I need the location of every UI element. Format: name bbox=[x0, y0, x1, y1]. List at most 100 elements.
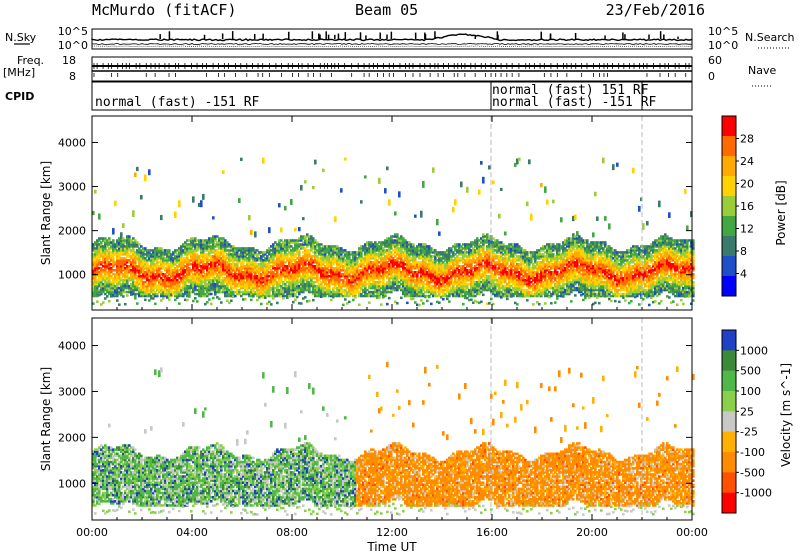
power-echo bbox=[94, 293, 97, 297]
power-echo bbox=[336, 261, 339, 264]
power-echo bbox=[172, 261, 175, 264]
power-echo bbox=[278, 255, 281, 258]
power-echo bbox=[120, 293, 123, 297]
power-echo bbox=[288, 265, 291, 268]
power-echo bbox=[116, 274, 119, 278]
power-echo bbox=[254, 267, 257, 270]
power-echo bbox=[268, 267, 271, 270]
power-echo bbox=[348, 259, 351, 262]
power-echo bbox=[174, 268, 177, 272]
power-echo bbox=[210, 251, 213, 254]
power-echo bbox=[386, 166, 389, 171]
power-echo bbox=[132, 265, 135, 268]
power-echo bbox=[274, 294, 277, 298]
power-echo bbox=[212, 247, 215, 250]
power-echo bbox=[192, 237, 195, 240]
power-echo bbox=[320, 290, 323, 294]
power-echo bbox=[324, 255, 327, 258]
power-echo bbox=[214, 235, 217, 238]
power-echo bbox=[260, 255, 263, 258]
power-echo bbox=[234, 284, 237, 288]
power-echo bbox=[194, 245, 197, 248]
power-echo bbox=[248, 294, 251, 298]
power-echo bbox=[204, 274, 207, 278]
power-echo bbox=[198, 265, 201, 268]
power-echo bbox=[270, 288, 273, 292]
power-echo bbox=[136, 282, 139, 286]
power-echo bbox=[342, 288, 345, 292]
power-echo bbox=[304, 288, 307, 292]
power-echo bbox=[144, 270, 147, 274]
power-echo bbox=[316, 284, 319, 288]
power-echo bbox=[108, 284, 111, 288]
power-echo bbox=[166, 253, 169, 256]
power-echo bbox=[262, 268, 265, 272]
power-echo bbox=[208, 237, 211, 240]
power-echo bbox=[252, 278, 255, 282]
power-echo bbox=[198, 268, 201, 272]
power-echo bbox=[206, 282, 209, 286]
power-echo bbox=[164, 276, 167, 280]
power-echo bbox=[300, 261, 303, 264]
power-echo bbox=[120, 276, 123, 280]
power-echo bbox=[272, 272, 275, 276]
power-echo bbox=[152, 261, 155, 264]
power-echo bbox=[252, 276, 255, 280]
power-echo bbox=[170, 274, 173, 278]
power-echo bbox=[94, 268, 97, 272]
power-echo bbox=[280, 249, 283, 252]
power-echo bbox=[178, 292, 181, 296]
power-echo bbox=[352, 267, 355, 270]
power-echo bbox=[104, 239, 107, 242]
power-echo bbox=[272, 290, 275, 294]
power-echo bbox=[130, 249, 133, 252]
power-echo bbox=[126, 245, 129, 248]
power-echo bbox=[274, 290, 277, 294]
power-echo bbox=[278, 292, 281, 296]
power-echo bbox=[174, 278, 177, 282]
power-echo bbox=[314, 280, 317, 284]
power-echo bbox=[350, 265, 353, 268]
power-echo bbox=[234, 263, 237, 266]
power-echo bbox=[212, 276, 215, 280]
power-echo bbox=[302, 274, 305, 278]
power-echo bbox=[228, 276, 231, 280]
power-echo bbox=[308, 249, 311, 252]
power-echo bbox=[338, 257, 341, 260]
power-echo bbox=[166, 255, 169, 258]
power-echo bbox=[314, 294, 317, 298]
power-echo bbox=[154, 276, 157, 280]
power-echo bbox=[190, 286, 193, 290]
power-echo bbox=[206, 249, 209, 252]
power-echo bbox=[124, 239, 127, 242]
power-echo bbox=[338, 278, 341, 282]
power-echo bbox=[178, 263, 181, 266]
power-echo bbox=[122, 282, 125, 286]
power-echo bbox=[102, 288, 105, 292]
power-echo bbox=[268, 290, 271, 294]
power-echo bbox=[108, 253, 111, 256]
power-echo bbox=[160, 288, 163, 292]
power-echo bbox=[250, 278, 253, 282]
power-echo bbox=[180, 290, 183, 294]
power-echo bbox=[170, 290, 173, 294]
power-echo bbox=[198, 247, 201, 250]
power-echo bbox=[302, 257, 305, 260]
power-echo bbox=[280, 276, 283, 280]
power-echo bbox=[270, 261, 273, 264]
power-echo bbox=[328, 292, 331, 296]
power-echo bbox=[226, 284, 229, 288]
power-echo bbox=[268, 247, 271, 250]
power-echo bbox=[196, 272, 199, 276]
power-echo bbox=[308, 290, 311, 294]
power-echo bbox=[116, 290, 119, 294]
power-echo bbox=[290, 267, 293, 270]
power-echo bbox=[294, 249, 297, 252]
power-echo bbox=[252, 261, 255, 264]
power-echo bbox=[300, 263, 303, 266]
power-echo bbox=[200, 239, 203, 242]
power-echo bbox=[224, 278, 227, 282]
power-echo bbox=[210, 282, 213, 286]
power-echo bbox=[206, 255, 209, 258]
power-echo bbox=[144, 280, 147, 284]
